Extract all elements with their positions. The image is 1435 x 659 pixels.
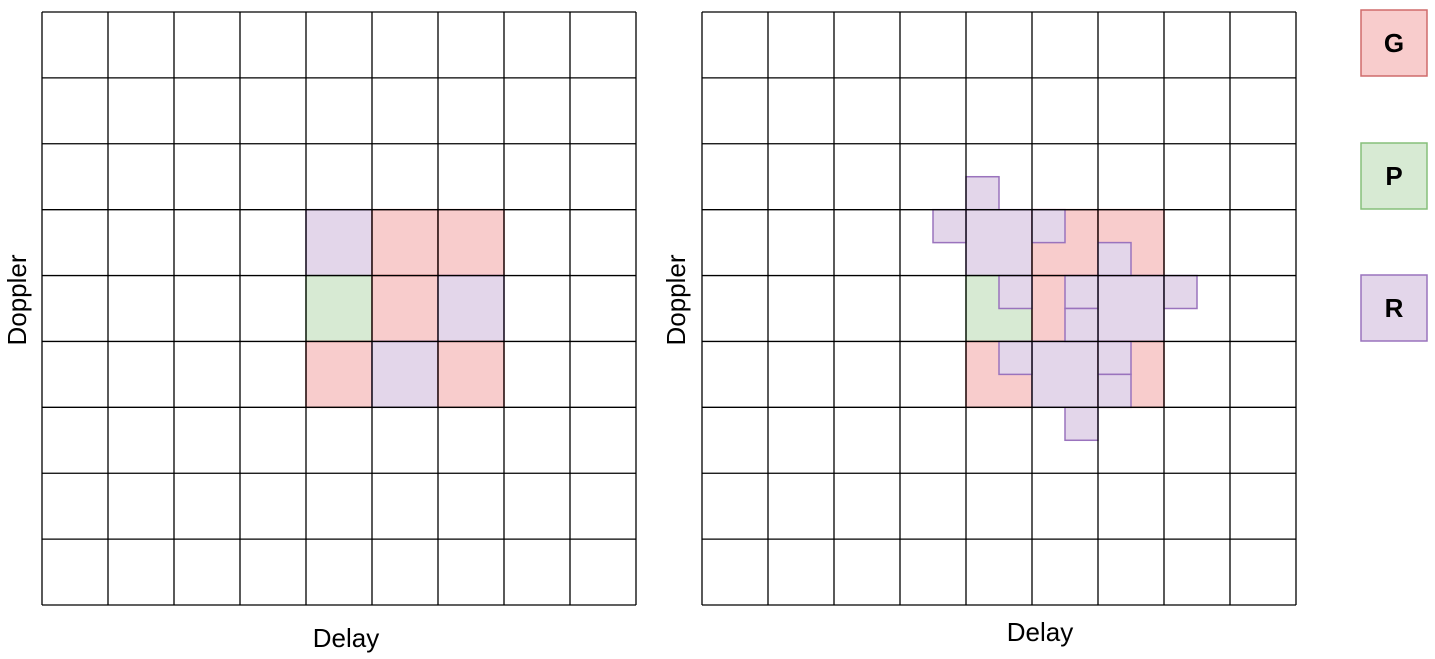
- legend: G P R: [1360, 9, 1428, 342]
- right-grid-cell-resource: [1031, 340, 1099, 409]
- legend-label-pilot: P: [1385, 161, 1402, 191]
- legend-swatch-guard: [1360, 9, 1428, 77]
- left-grid-cell-guard: [437, 208, 505, 277]
- left-grid-cell-guard: [305, 340, 373, 409]
- right-grid-cell-resource: [965, 208, 1033, 277]
- right-grid-fragment-resource: [965, 175, 1000, 211]
- right-grid-fragment-resource: [1064, 274, 1099, 310]
- right-xlabel: Delay: [1007, 617, 1073, 647]
- right-grid-cell-resource: [1097, 274, 1165, 343]
- left-panel: Delay Doppler: [2, 11, 637, 653]
- left-grid-cell-guard: [371, 274, 439, 343]
- right-panel: Delay Doppler: [661, 11, 1297, 647]
- left-xlabel: Delay: [313, 623, 379, 653]
- right-grid-fragment-resource: [1064, 406, 1099, 442]
- left-grid-cell-pilot: [305, 274, 373, 343]
- left-grid-cell-resource: [437, 274, 505, 343]
- legend-swatch-pilot: [1360, 142, 1428, 210]
- right-ylabel: Doppler: [661, 254, 691, 345]
- right-grid-fragment-resource: [932, 208, 967, 244]
- right-grid-lines: [701, 11, 1297, 606]
- legend-label-resource: R: [1385, 293, 1404, 323]
- right-grid-fills-fragments: [932, 175, 1198, 442]
- right-grid-fragment-resource: [1097, 373, 1132, 409]
- right-grid-fragment-resource: [998, 274, 1033, 310]
- right-grid-fragment-resource: [1097, 340, 1132, 376]
- left-ylabel: Doppler: [2, 254, 32, 345]
- right-grid-fragment-resource: [1163, 274, 1198, 310]
- legend-swatch-resource: [1360, 274, 1428, 342]
- right-grid-fragment-resource: [1031, 208, 1066, 244]
- right-grid-fragment-resource: [998, 340, 1033, 376]
- left-grid-cell-resource: [371, 340, 439, 409]
- left-grid-cell-guard: [437, 340, 505, 409]
- right-grid-fragment-resource: [1097, 241, 1132, 277]
- right-grid-fragment-resource: [1064, 307, 1099, 343]
- left-grid-cell-resource: [305, 208, 373, 277]
- left-grid-fills: [305, 208, 505, 409]
- left-grid-lines: [41, 11, 637, 606]
- left-grid-cell-guard: [371, 208, 439, 277]
- legend-label-guard: G: [1384, 28, 1404, 58]
